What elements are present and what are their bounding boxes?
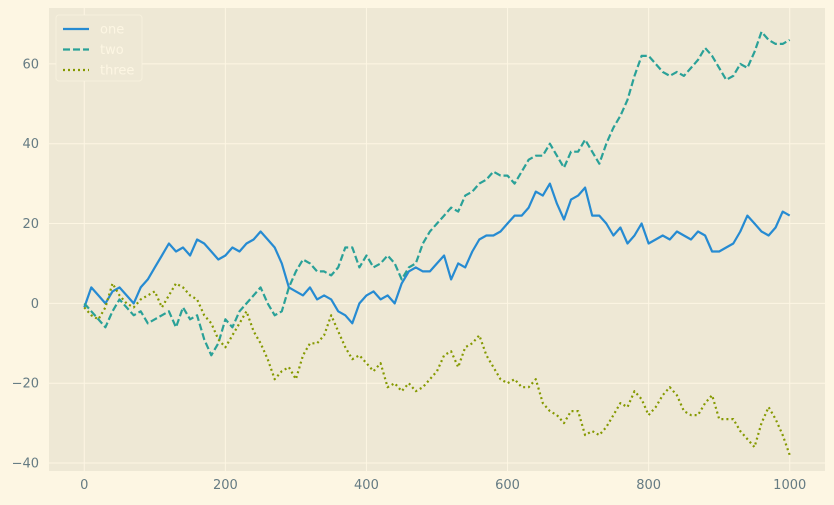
y-tick-label: 60 (22, 57, 39, 72)
x-tick-label: 0 (80, 478, 88, 493)
y-tick-label: −20 (12, 377, 39, 392)
legend-box (55, 14, 143, 82)
x-tick-label: 400 (354, 478, 379, 493)
legend: one two three (55, 14, 143, 82)
legend-label-two: two (100, 43, 124, 58)
series-line-one (83, 182, 791, 325)
y-tick-label: −40 (12, 457, 39, 472)
y-tick-label: 0 (31, 297, 39, 312)
plot-area (49, 8, 825, 471)
series-layer (83, 30, 791, 456)
x-tick-label: 200 (213, 478, 238, 493)
legend-label-three: three (100, 64, 134, 79)
y-tick-label: 40 (22, 137, 39, 152)
y-tick-label: 20 (22, 217, 39, 232)
x-tick-label: 1000 (773, 478, 806, 493)
x-tick-label: 600 (495, 478, 520, 493)
tick-labels: 0 200 400 600 800 1000 −40 −20 0 20 40 60 (12, 57, 807, 493)
series-line-two (83, 30, 791, 357)
x-tick-label: 800 (636, 478, 661, 493)
series-line-three (83, 282, 791, 456)
legend-label-one: one (100, 23, 124, 38)
